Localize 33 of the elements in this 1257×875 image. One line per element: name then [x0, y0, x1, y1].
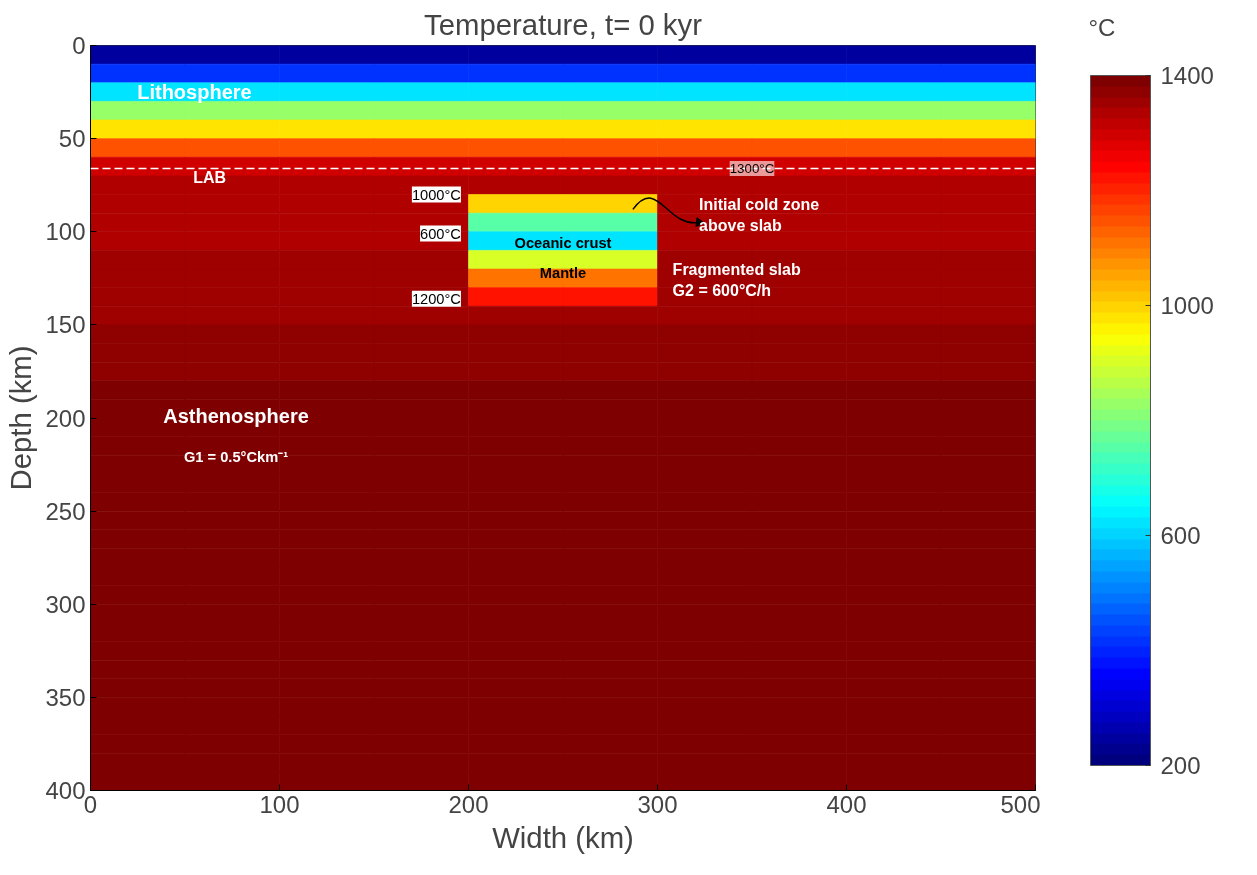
- annotation: 1000°C: [411, 186, 462, 203]
- x-axis-title: Width (km): [492, 820, 634, 854]
- x-tick-label: 100: [259, 790, 300, 818]
- y-tick-label: 150: [45, 311, 86, 339]
- y-tick-label: 350: [45, 683, 86, 711]
- y-tick-label: 0: [72, 32, 86, 59]
- annotation: 600°C: [420, 225, 462, 242]
- y-tick-label: 100: [45, 218, 86, 246]
- annotation: 1200°C: [411, 290, 462, 307]
- color-bar-label: 600: [1160, 522, 1201, 549]
- y-tick-label: 250: [45, 497, 86, 525]
- color-bar-label: 1000: [1160, 292, 1214, 319]
- annotation: Mantle: [539, 264, 587, 281]
- y-tick-label: 200: [45, 404, 86, 432]
- y-tick-label: 50: [58, 125, 86, 153]
- y-axis-title: Depth (km): [4, 345, 38, 491]
- annotation: Oceanic crust: [514, 234, 612, 251]
- y-tick-label: 300: [45, 590, 86, 618]
- annotation: Fragmented slab G2 = 600°C/h: [672, 261, 801, 299]
- annotation: LAB: [193, 169, 227, 187]
- x-tick-label: 400: [826, 790, 867, 818]
- color-bar-title: °C: [1088, 13, 1116, 41]
- color-bar-label: 200: [1160, 752, 1201, 779]
- color-bar-label: 1400: [1160, 62, 1214, 89]
- x-tick-label: 200: [448, 790, 489, 818]
- annotation: Initial cold zone above slab: [699, 196, 820, 234]
- annotation: Asthenosphere: [163, 405, 309, 428]
- annotation: G1 = 0.5°Ckm⁻¹: [183, 449, 289, 466]
- annotation: Lithosphere: [137, 81, 252, 104]
- x-tick-label: 300: [637, 790, 678, 818]
- x-tick-label: 500: [1000, 790, 1041, 818]
- chart-title: Temperature, t= 0 kyr: [424, 7, 703, 41]
- ref-line-label: 1300°C: [729, 160, 775, 176]
